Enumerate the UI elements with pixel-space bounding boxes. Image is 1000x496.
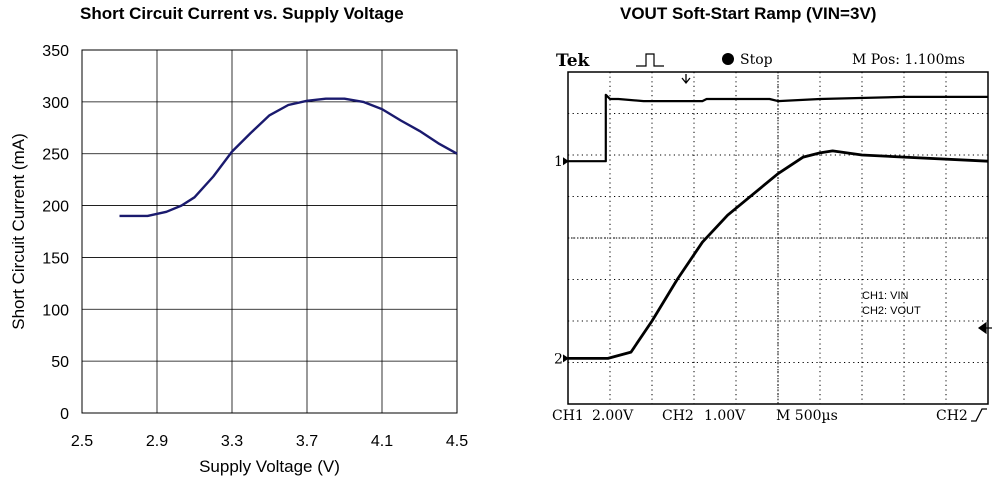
- ch1-marker: 1: [554, 154, 563, 170]
- ch1-scale: 2.00V: [592, 408, 634, 424]
- right-chart-title: VOUT Soft-Start Ramp (VIN=3V): [620, 4, 877, 23]
- y-tick-label: 300: [42, 95, 69, 112]
- x-tick-label: 2.9: [146, 433, 168, 450]
- rising-edge-icon: [971, 408, 987, 422]
- oscilloscope-chart: Tek Stop M Pos: 1.100ms 1 2 CH1: VIN CH2: VOUT…: [552, 51, 992, 424]
- legend-ch1: CH1: VIN: [862, 290, 909, 302]
- trigger-pulse-icon: [636, 53, 664, 67]
- y-tick-label: 50: [51, 354, 69, 371]
- left-chart-title: Short Circuit Current vs. Supply Voltage: [80, 4, 404, 23]
- x-axis-label: Supply Voltage (V): [199, 457, 340, 476]
- ch1-marker-arrow-icon: [563, 157, 569, 166]
- ch2-marker: 2: [554, 351, 563, 367]
- timebase: M 500µs: [776, 408, 838, 424]
- ch2-scale: 1.00V: [704, 408, 746, 424]
- mpos-text: M Pos: 1.100ms: [852, 52, 965, 68]
- plot-frame: [81, 49, 458, 414]
- y-tick-label: 250: [42, 147, 69, 164]
- x-tick-label: 3.3: [221, 433, 243, 450]
- status-text: Stop: [740, 52, 773, 68]
- tek-brand: Tek: [556, 51, 591, 71]
- scope-frame: [567, 71, 989, 405]
- x-tick-label: 2.5: [71, 433, 93, 450]
- y-tick-label: 350: [42, 43, 69, 60]
- ch2-label: CH2: [662, 408, 694, 424]
- x-tick-label: 3.7: [296, 433, 318, 450]
- ch2-marker-arrow-icon: [563, 354, 569, 363]
- y-tick-label: 200: [42, 199, 69, 216]
- left-chart: 2.5 2.9 3.3 3.7 4.1 4.5 0 50 100 150 200 250 300 350 S…: [9, 43, 468, 476]
- ch1-label: CH1: [552, 408, 584, 424]
- y-tick-label: 100: [42, 302, 69, 319]
- x-tick-label: 4.5: [446, 433, 468, 450]
- y-tick-label: 0: [60, 406, 69, 423]
- y-tick-label: 150: [42, 250, 69, 267]
- legend-ch2: CH2: VOUT: [862, 305, 921, 317]
- trigger-source: CH2: [936, 408, 968, 424]
- trigger-level-arrow-icon: [977, 321, 992, 335]
- x-tick-label: 4.1: [371, 433, 393, 450]
- ch2-trace: [568, 149, 989, 360]
- y-axis-label: Short Circuit Current (mA): [9, 133, 28, 329]
- trigger-position-arrow-icon: [681, 74, 691, 85]
- stop-icon: [722, 53, 734, 65]
- series-line: [119, 97, 458, 218]
- ch1-trace: [568, 93, 988, 163]
